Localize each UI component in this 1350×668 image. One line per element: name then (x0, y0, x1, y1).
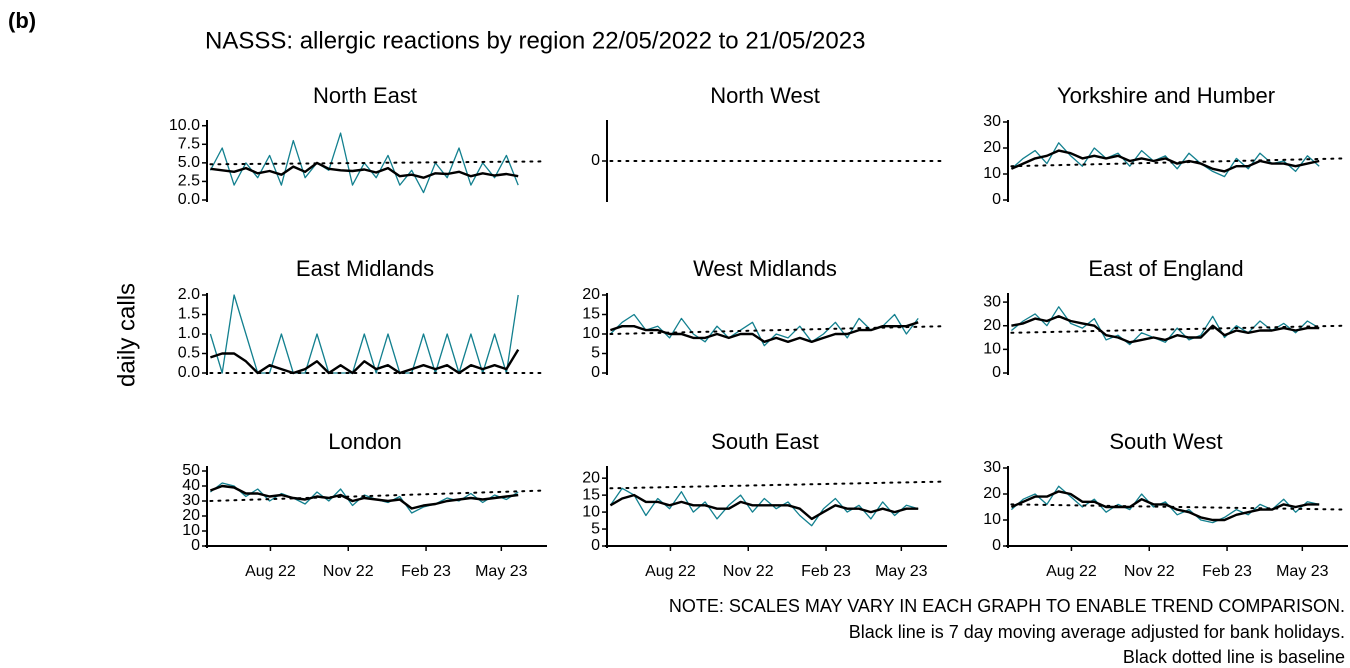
y-tick-label: 7.5 (178, 136, 200, 153)
y-tick-label: 0 (992, 537, 1001, 554)
y-tick-label: 20 (983, 485, 1001, 502)
y-tick-label: 1.0 (178, 325, 200, 342)
y-tick-label: 2.5 (178, 173, 200, 190)
panel-title: North West (710, 83, 820, 108)
x-tick-label: Nov 22 (1124, 563, 1175, 580)
y-tick-label: 5.0 (178, 154, 200, 171)
y-tick-label: 20 (182, 507, 200, 524)
x-tick-label: May 23 (875, 563, 928, 580)
y-tick-label: 0 (591, 537, 600, 554)
y-tick-label: 5 (591, 345, 600, 362)
y-tick-label: 10 (983, 511, 1001, 528)
series-line (210, 161, 519, 179)
note: Black line is 7 day moving average adjus… (849, 622, 1345, 642)
series-line (1010, 149, 1320, 173)
panel-title: East Midlands (296, 256, 434, 281)
panel-title: West Midlands (693, 256, 837, 281)
panel-title: Yorkshire and Humber (1057, 83, 1275, 108)
y-tick-label: 20 (983, 139, 1001, 156)
y-tick-label: 10 (983, 165, 1001, 182)
baseline (609, 480, 946, 490)
y-tick-label: 0.0 (178, 191, 200, 208)
x-tick-label: Nov 22 (723, 563, 774, 580)
baseline (209, 489, 546, 502)
panel-label: (b) (8, 8, 36, 33)
series-line (209, 294, 519, 374)
x-tick-label: Aug 22 (245, 563, 296, 580)
y-tick-label: 10 (582, 503, 600, 520)
y-tick-label: 10 (983, 341, 1001, 358)
y-tick-label: 30 (983, 293, 1001, 310)
y-tick-label: 20 (983, 317, 1001, 334)
series-line (210, 348, 520, 375)
note: Black dotted line is baseline (1123, 647, 1345, 667)
y-tick-label: 2.0 (178, 286, 200, 303)
figure-title: NASSS: allergic reactions by region 22/0… (205, 27, 865, 54)
series-line (1010, 490, 1320, 522)
x-tick-label: Aug 22 (645, 563, 696, 580)
series-line (1011, 315, 1320, 344)
baseline (609, 325, 946, 335)
x-tick-label: Nov 22 (323, 563, 374, 580)
y-tick-label: 5 (591, 520, 600, 537)
y-tick-label: 0.5 (178, 345, 200, 362)
baseline (1010, 157, 1347, 168)
y-tick-label: 30 (983, 113, 1001, 130)
panel-title: North East (313, 83, 417, 108)
y-tick-label: 10 (582, 325, 600, 342)
x-tick-label: Feb 23 (401, 563, 451, 580)
panel-title: London (328, 429, 401, 454)
y-tick-label: 50 (182, 462, 200, 479)
x-tick-label: May 23 (1276, 563, 1329, 580)
y-tick-label: 40 (182, 477, 200, 494)
y-tick-label: 0 (992, 191, 1001, 208)
series-line (210, 482, 519, 514)
y-axis-label: daily calls (113, 283, 140, 387)
series-line (610, 321, 919, 343)
y-tick-label: 20 (582, 286, 600, 303)
y-tick-label: 10.0 (169, 117, 200, 134)
series-line (609, 493, 919, 521)
note: NOTE: SCALES MAY VARY IN EACH GRAPH TO E… (669, 596, 1345, 616)
y-tick-label: 0 (992, 364, 1001, 381)
baseline (1010, 324, 1347, 334)
y-tick-label: 0 (191, 537, 200, 554)
x-tick-label: Feb 23 (801, 563, 851, 580)
x-tick-label: Feb 23 (1202, 563, 1252, 580)
y-tick-label: 15 (582, 486, 600, 503)
baseline (1010, 503, 1347, 511)
y-tick-label: 0 (591, 152, 600, 169)
y-tick-label: 30 (983, 459, 1001, 476)
panel-title: East of England (1088, 256, 1243, 281)
series-line (609, 487, 919, 527)
y-tick-label: 10 (182, 522, 200, 539)
y-tick-label: 20 (582, 469, 600, 486)
series-line (609, 313, 919, 347)
panel-title: South West (1109, 429, 1222, 454)
y-tick-label: 0.0 (178, 364, 200, 381)
series-line (209, 484, 519, 510)
y-tick-label: 0 (591, 364, 600, 381)
baseline (209, 160, 546, 166)
panel-title: South East (711, 429, 819, 454)
y-tick-label: 1.5 (178, 306, 200, 323)
y-tick-label: 30 (182, 492, 200, 509)
y-tick-label: 15 (582, 306, 600, 323)
x-tick-label: Aug 22 (1046, 563, 1097, 580)
x-tick-label: May 23 (475, 563, 528, 580)
